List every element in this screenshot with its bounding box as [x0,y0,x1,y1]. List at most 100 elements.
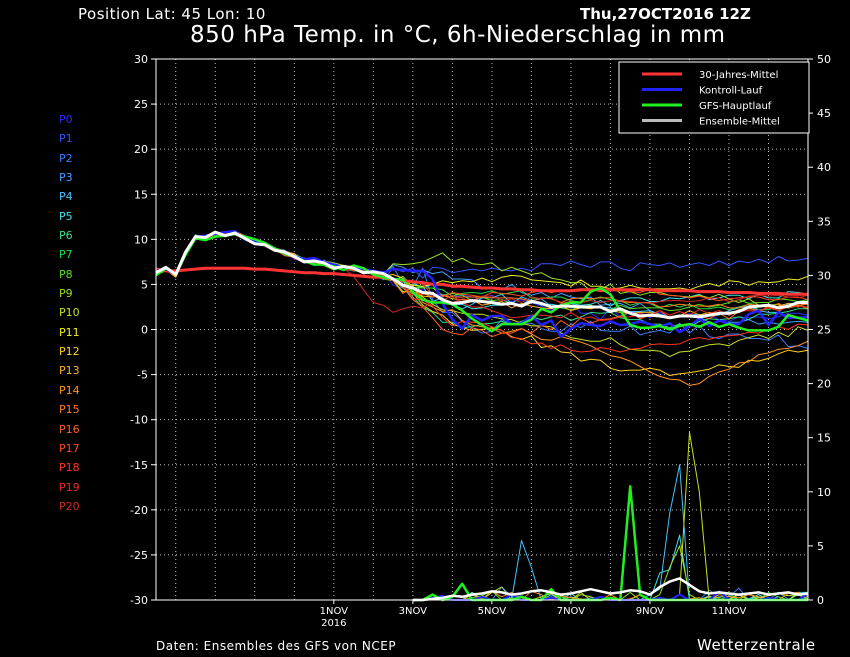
control-run-line [155,229,809,338]
member-temp-line [155,232,809,386]
member-temp-line [155,234,809,312]
member-label: P5 [59,209,73,223]
y2-tick-label: 5 [817,540,824,553]
x-tick-label: 1NOV [320,606,349,617]
y2-tick-label: 45 [817,107,831,120]
member-temp-line [155,231,809,309]
member-label: P1 [59,132,73,146]
x-tick-label: 7NOV [557,606,586,617]
member-label: P14 [59,383,80,397]
y2-tick-label: 10 [817,486,831,499]
legend-label: Kontroll-Lauf [699,86,763,97]
member-precip-line [412,534,809,601]
member-temp-line [155,233,809,321]
member-label: P18 [59,461,80,475]
member-precip-line [412,545,809,601]
member-temp-line [155,230,809,302]
plot-frame [155,58,809,601]
data-source: Daten: Ensembles des GFS von NCEP [156,639,397,653]
member-list: P0 P1 P2 P3 P4 P5 P6 P7 P8 P9 P10 P11 P12 P13 P14 P15 P1… [59,110,80,516]
x-tick-label: 9NOV [636,606,665,617]
member-precip-line [412,586,809,601]
y-tick-label: 5 [141,278,148,291]
y2-tick-label: 15 [817,432,831,445]
location-label: Position Lat: 45 Lon: 10 [78,5,266,23]
ensemble-mean-precip-line [412,577,809,602]
member-temp-line [155,230,809,322]
member-label: P2 [59,151,73,165]
member-label: P12 [59,345,80,359]
ensemble-mean-line [155,230,808,320]
chart-title: 850 hPa Temp. in °C, 6h-Niederschlag in … [190,22,726,48]
gfs-main-run-line [155,232,809,333]
member-precip-line [412,464,808,601]
y2-tick-label: 20 [817,378,831,391]
y-tick-label: -15 [130,459,148,472]
member-label: P13 [59,364,80,378]
y2-tick-label: 35 [817,215,831,228]
brand-label: Wetterzentrale [697,636,816,654]
y-tick-label: 15 [134,188,148,201]
y-tick-label: -10 [130,414,148,427]
member-label: P0 [59,113,73,126]
member-temp-line [155,231,809,318]
y2-tick-label: 30 [817,269,831,282]
run-datetime: Thu,27OCT2016 12Z [580,5,751,23]
member-precip-line [412,590,809,601]
member-temp-line [155,233,809,310]
x-tick-sublabel: 2016 [321,618,346,629]
x-tick-label: 3NOV [399,606,428,617]
member-temp-line [155,233,809,281]
control-precip-line [412,590,809,601]
member-label: P8 [59,267,73,281]
member-label: P10 [59,306,80,320]
x-tick-label: 5NOV [478,606,507,617]
member-temp-line [155,232,809,376]
member-label: P15 [59,403,80,417]
y-tick-label: 20 [134,143,148,156]
member-label: P7 [59,248,73,262]
legend-label: GFS-Hauptlauf [699,101,772,112]
member-temp-line [155,230,808,329]
member-temp-line [155,231,809,311]
member-label: P17 [59,441,80,455]
member-label: P6 [59,229,73,243]
y-tick-label: 30 [134,53,148,66]
member-temp-line [155,231,809,310]
y2-tick-label: 40 [817,161,831,174]
member-temp-line [155,231,809,349]
member-temp-line [155,232,809,338]
member-temp-line [155,233,809,358]
member-label: P19 [59,480,80,494]
legend-label: Ensemble-Mittel [699,117,780,128]
gfs-main-precip-line [412,485,808,602]
member-label: P9 [59,287,73,301]
member-precip-line [412,590,809,601]
y-tick-label: -25 [130,549,148,562]
x-tick-label: 11NOV [712,606,747,617]
legend-label: 30-Jahres-Mittel [699,70,778,81]
y-tick-label: -20 [130,504,148,517]
y2-tick-label: 0 [817,594,824,607]
y-tick-label: 10 [134,233,148,246]
member-precip-line [412,431,809,601]
member-label: P4 [59,190,73,204]
member-temp-line [155,232,809,329]
y2-tick-label: 25 [817,324,831,337]
member-temp-line [155,233,809,353]
y-tick-label: -30 [130,594,148,607]
member-temp-line [155,233,809,313]
member-temp-line [155,232,809,291]
member-label: P20 [59,499,80,513]
y-tick-label: 25 [134,98,148,111]
y-tick-label: 0 [141,324,148,337]
climatology-line [155,266,808,296]
y2-tick-label: 50 [817,53,831,66]
member-label: P3 [59,171,73,185]
member-temp-line [155,230,809,318]
member-label: P16 [59,422,80,436]
legend-box [618,61,810,134]
y-tick-label: -5 [137,369,148,382]
member-label: P11 [59,325,80,339]
